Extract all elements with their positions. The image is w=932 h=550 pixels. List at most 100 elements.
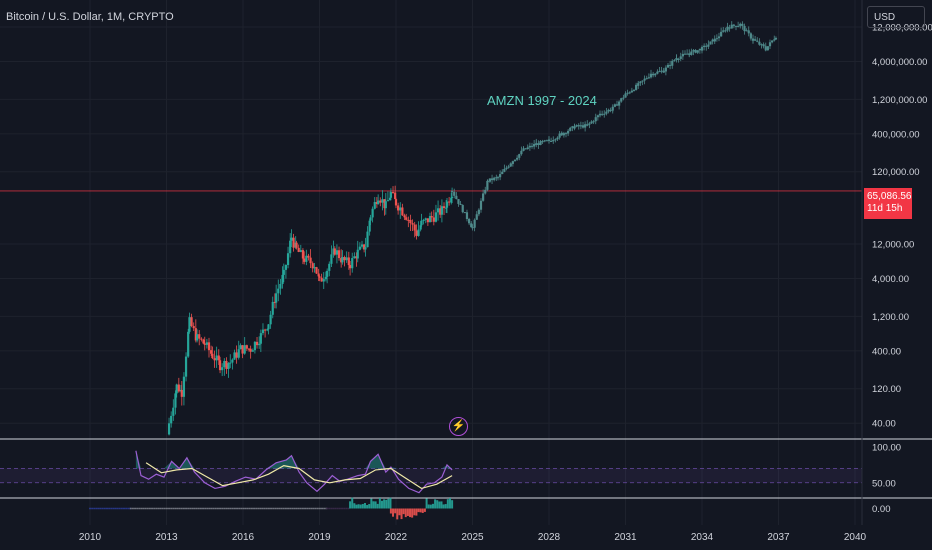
btc-candle-body [375, 202, 378, 205]
x-tick-label: 2031 [614, 532, 637, 543]
x-tick-label: 2028 [538, 532, 561, 543]
btc-candle-body [434, 212, 438, 222]
oscillator-bar [417, 508, 420, 513]
projection-candle-body [613, 104, 616, 107]
projection-candle-body [677, 58, 680, 60]
oscillator-bar [444, 504, 447, 509]
projection-candle-body [662, 71, 665, 73]
oscillator-bar [250, 507, 253, 510]
btc-candle-body [347, 257, 350, 266]
projection-candle-body [601, 113, 604, 115]
projection-annotation: AMZN 1997 - 2024 [487, 93, 597, 108]
projection-candle-body [637, 83, 640, 86]
projection-candle-body [558, 133, 561, 138]
btc-candle-body [187, 331, 190, 357]
oscillator-bar [172, 507, 175, 510]
btc-candle-body [320, 277, 323, 282]
projection-candle-body [543, 140, 546, 142]
projection-candle-body [482, 193, 485, 201]
projection-candle-body [679, 56, 682, 59]
symbol-title: Bitcoin / U.S. Dollar, 1M, CRYPTO [6, 11, 174, 23]
oscillator-bar [383, 499, 386, 509]
oscillator-bar [301, 507, 304, 510]
oscillator-bar [448, 498, 451, 509]
projection-candle-body [451, 190, 454, 192]
projection-candle-body [461, 205, 464, 213]
btc-candle-body [388, 197, 392, 201]
oscillator-bar [116, 507, 119, 510]
projection-candle-body [535, 144, 538, 146]
oscillator-bar [429, 504, 432, 509]
projection-candle-body [468, 219, 471, 224]
oscillator-bar [221, 507, 224, 510]
btc-candle-body [289, 240, 292, 254]
oscillator-bar [101, 507, 104, 510]
btc-candle-body [269, 314, 272, 325]
btc-candle-body [215, 355, 218, 361]
btc-candle-body [407, 219, 410, 221]
btc-candle-body [428, 216, 432, 223]
oscillator-bar [238, 507, 241, 510]
oscillator-bar [110, 507, 113, 510]
x-tick-label: 2016 [232, 532, 255, 543]
oscillator-bar [427, 504, 430, 509]
oscillator-bar [267, 507, 270, 510]
projection-candle-body [726, 26, 729, 28]
projection-candle-body [528, 145, 531, 148]
projection-candle-body [713, 38, 716, 42]
projection-candle-body [509, 163, 512, 165]
projection-candle-body [499, 174, 502, 178]
oscillator-bar [129, 507, 132, 510]
oscillator-bar [380, 500, 383, 509]
btc-candle-body [233, 352, 236, 360]
projection-candle-body [700, 47, 704, 51]
oscillator-bar [155, 507, 158, 510]
oscillator-bar [295, 507, 298, 510]
oscillator-bar [378, 498, 381, 509]
oscillator-bar [91, 507, 94, 510]
lightning-icon[interactable]: ⚡ [449, 417, 468, 436]
btc-candle-body [397, 205, 400, 211]
btc-candle-body [355, 256, 358, 259]
btc-candle-body [442, 206, 446, 209]
projection-candle-body [577, 125, 580, 127]
btc-candle-body [440, 206, 443, 215]
oscillator-bar [304, 507, 307, 510]
y-tick-label: 120.00 [872, 384, 901, 395]
oscillator-bar [193, 507, 196, 510]
currency-selector[interactable]: USD [867, 6, 925, 28]
btc-candle-body [175, 384, 178, 394]
projection-candle-body [630, 90, 633, 93]
btc-candle-body [202, 339, 205, 344]
btc-candle-body [341, 257, 344, 263]
btc-candle-body [284, 265, 288, 270]
projection-candle-body [611, 106, 614, 109]
oscillator-bar [163, 507, 166, 510]
btc-candle-body [445, 207, 448, 209]
projection-candle-body [486, 180, 489, 190]
oscillator-bar [451, 500, 454, 509]
oscillator-bar [413, 508, 416, 516]
y-axis: 12,000,000.00 4,000,000.00 1,200,000.00 400… [861, 0, 932, 525]
btc-candle-body [207, 342, 211, 351]
projection-candle-body [626, 92, 629, 94]
oscillator-bar [123, 507, 125, 510]
btc-candle-body [383, 199, 386, 209]
oscillator-bar [144, 507, 147, 510]
oscillator-bar [434, 499, 437, 509]
oscillator-bar [361, 503, 364, 509]
oscillator-bar [392, 508, 395, 517]
oscillator-bar [265, 507, 268, 510]
oscillator-bar [120, 507, 123, 510]
x-tick-label: 2022 [385, 532, 408, 543]
projection-candle-body [709, 41, 712, 45]
projection-candle-body [622, 97, 625, 99]
oscillator-bar [134, 507, 137, 510]
oscillator-bar [297, 507, 300, 510]
oscillator-bar [318, 507, 321, 510]
x-tick-label: 2019 [308, 532, 331, 543]
oscillator-bar [357, 504, 360, 509]
oscillator-bar [312, 507, 315, 510]
oscillator-bar [157, 507, 160, 510]
